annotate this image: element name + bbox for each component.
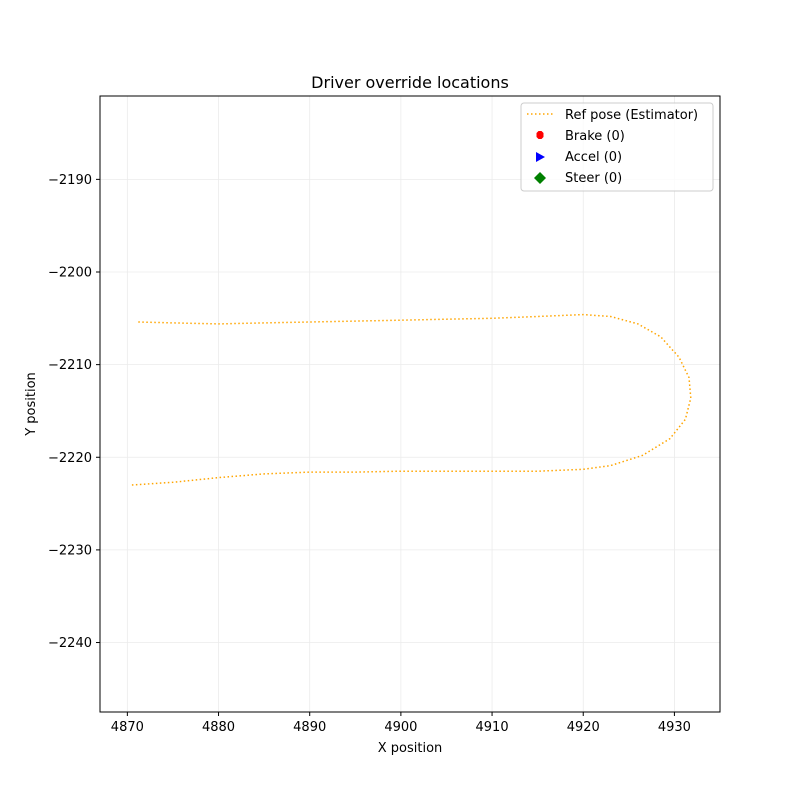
axes-frame (99, 95, 721, 713)
grid (100, 96, 720, 712)
x-tick-label: 4880 (202, 720, 235, 735)
x-axis-label: X position (378, 741, 443, 756)
legend: Ref pose (Estimator) Brake (0) Accel (0)… (520, 102, 714, 192)
y-tick-label: −2230 (48, 543, 92, 558)
legend-marker-steer (534, 172, 546, 184)
y-tick-label: −2240 (48, 636, 92, 651)
plot-area (130, 313, 692, 486)
x-tick-label: 4870 (111, 720, 144, 735)
x-tick-label: 4920 (567, 720, 600, 735)
legend-marker-brake (536, 131, 544, 139)
legend-label-brake: Brake (0) (565, 129, 625, 144)
legend-box (520, 102, 714, 192)
y-tick-label: −2200 (48, 266, 92, 281)
legend-label-ref-pose: Ref pose (Estimator) (565, 108, 698, 123)
y-tick-label: −2220 (48, 451, 92, 466)
x-tick-label: 4890 (293, 720, 326, 735)
legend-label-steer: Steer (0) (565, 171, 622, 186)
ticks: 4870 4880 4890 4900 4910 4920 4930 −2240 −2230 −2… (48, 173, 691, 735)
legend-label-accel: Accel (0) (565, 150, 622, 165)
x-tick-label: 4910 (476, 720, 509, 735)
chart-title: Driver override locations (311, 73, 509, 92)
legend-marker-accel (536, 152, 545, 162)
x-tick-label: 4900 (384, 720, 417, 735)
y-tick-label: −2190 (48, 173, 92, 188)
y-tick-label: −2210 (48, 358, 92, 373)
series-line-ref-pose (130, 313, 692, 486)
y-axis-label: Y position (24, 372, 39, 437)
x-tick-label: 4930 (658, 720, 691, 735)
